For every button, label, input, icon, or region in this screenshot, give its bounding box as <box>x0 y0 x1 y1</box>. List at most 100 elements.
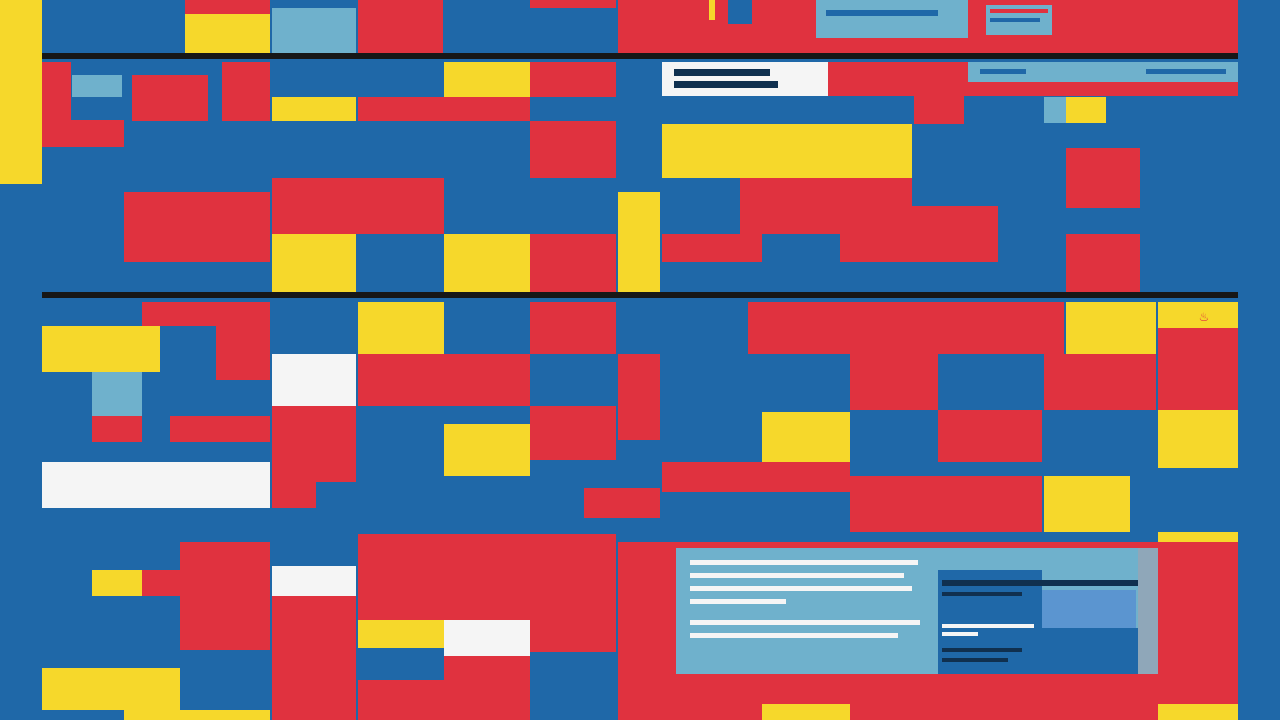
blue-notch <box>728 0 752 24</box>
yellow-block <box>762 704 850 720</box>
yellow-edge-strip <box>0 0 42 184</box>
red-block <box>272 596 356 720</box>
red-block <box>358 680 444 720</box>
red-block <box>1066 234 1140 292</box>
text-line <box>942 648 1022 652</box>
divider-line <box>42 53 1238 59</box>
red-block <box>968 82 1238 96</box>
red-block <box>358 0 443 53</box>
yellow-block <box>42 668 180 710</box>
yellow-block <box>1158 410 1238 468</box>
red-block <box>92 416 142 442</box>
red-block <box>530 62 616 97</box>
light-blue-block <box>272 8 356 53</box>
red-block <box>662 462 850 492</box>
yellow-block <box>662 124 912 178</box>
blue-block <box>1042 590 1136 628</box>
yellow-block <box>1066 302 1156 354</box>
red-block <box>222 62 270 121</box>
yellow-block <box>272 234 356 292</box>
red-block <box>272 178 444 234</box>
yellow-block <box>1066 97 1106 123</box>
text-line <box>690 573 904 578</box>
red-block <box>142 570 180 596</box>
red-block <box>272 482 316 508</box>
red-block <box>850 476 1042 532</box>
header-strip <box>968 62 1238 82</box>
yellow-block <box>444 424 530 476</box>
text-line <box>690 586 912 591</box>
text-line <box>980 69 1026 74</box>
red-block <box>444 656 530 720</box>
text-line <box>826 10 938 16</box>
text-line <box>942 592 1022 596</box>
yellow-block <box>444 62 530 97</box>
red-block <box>938 410 1042 462</box>
red-block <box>914 96 964 124</box>
text-line <box>674 81 778 88</box>
light-blue-block <box>938 548 1042 570</box>
text-line <box>942 580 1138 586</box>
red-block <box>42 120 124 147</box>
red-block <box>840 206 998 262</box>
text-line <box>990 9 1048 13</box>
white-block <box>272 354 356 406</box>
red-block <box>828 62 968 96</box>
white-block <box>272 566 356 596</box>
grey-block <box>1138 548 1158 674</box>
blue-block <box>1042 628 1138 674</box>
red-block <box>216 326 270 380</box>
red-block <box>1066 148 1140 208</box>
red-block <box>185 0 270 14</box>
red-block <box>1158 328 1238 410</box>
red-block <box>530 234 616 292</box>
top-info-card <box>986 5 1052 35</box>
text-line <box>690 599 786 604</box>
red-block <box>662 234 762 262</box>
red-block <box>358 534 530 620</box>
red-block <box>124 192 270 262</box>
info-panel-side <box>938 548 1158 674</box>
text-line <box>690 560 918 565</box>
divider-line <box>42 292 1238 298</box>
red-block <box>530 0 616 8</box>
red-block <box>748 302 1064 354</box>
red-block <box>142 302 270 326</box>
text-line <box>690 620 920 625</box>
red-block <box>1044 354 1156 410</box>
yellow-sliver <box>709 0 715 20</box>
red-block <box>358 354 530 406</box>
text-line <box>1146 69 1226 74</box>
yellow-block <box>444 234 530 292</box>
red-block <box>850 354 938 410</box>
info-panel <box>676 548 938 674</box>
text-line <box>674 69 770 76</box>
red-block <box>530 302 616 354</box>
yellow-block <box>1158 302 1238 328</box>
text-line <box>990 18 1040 22</box>
yellow-block <box>124 710 270 720</box>
flame-icon: ♨ <box>1198 310 1210 324</box>
light-blue-block <box>1044 97 1066 123</box>
red-block <box>618 354 660 440</box>
red-block <box>358 97 530 121</box>
text-line <box>942 624 1034 628</box>
text-line <box>942 658 1008 662</box>
top-info-panel <box>816 0 968 38</box>
light-blue-block <box>72 75 122 97</box>
red-block <box>272 406 356 482</box>
text-line <box>690 633 898 638</box>
yellow-block <box>1158 704 1238 720</box>
white-block <box>42 462 270 508</box>
yellow-block <box>272 97 356 121</box>
yellow-block <box>92 570 142 596</box>
red-block <box>170 416 270 442</box>
yellow-block <box>42 326 160 372</box>
header-card <box>662 62 828 96</box>
yellow-block <box>358 620 444 648</box>
yellow-block <box>1044 476 1130 532</box>
light-blue-block <box>92 372 142 416</box>
red-block <box>584 488 660 518</box>
red-block <box>530 121 616 178</box>
